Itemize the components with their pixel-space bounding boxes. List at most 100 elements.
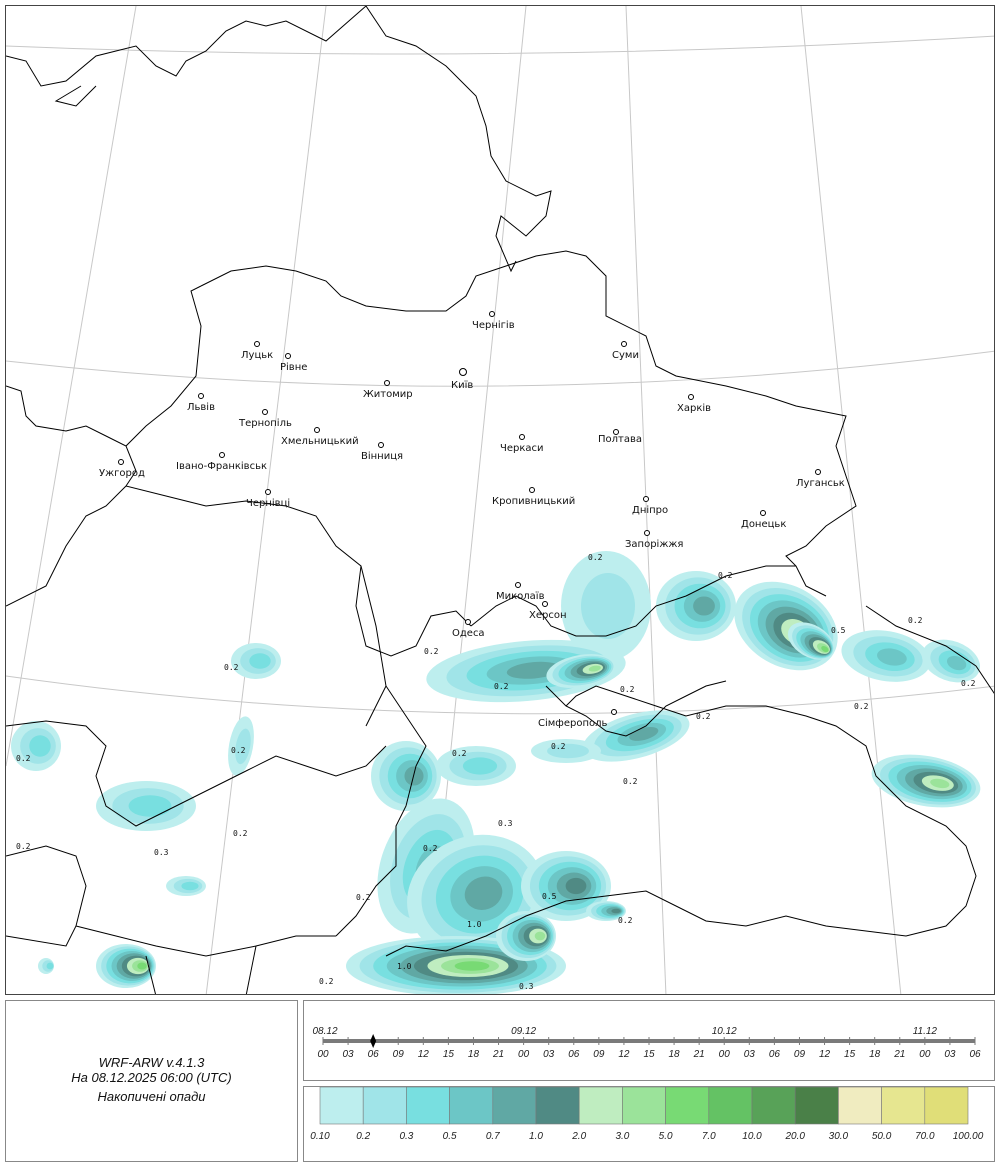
- timeline-hour[interactable]: 03: [543, 1049, 555, 1060]
- precip-contour: [137, 962, 147, 970]
- timeline-hour[interactable]: 18: [468, 1049, 480, 1060]
- contour-label: 0.2: [696, 712, 711, 721]
- timeline-hour[interactable]: 00: [919, 1049, 931, 1060]
- city-markers: Луцьк Рівне Львів Тернопіль Хмельницький Жито…: [99, 311, 845, 729]
- timeline-hour[interactable]: 21: [693, 1049, 705, 1060]
- contour-label: 0.2: [319, 977, 334, 986]
- legend-swatch: [708, 1086, 753, 1125]
- contour-label: 0.2: [233, 829, 248, 838]
- time-slider-panel: 00 03 06 09 12 15 18 21 00 03 06 09 12 15 18 21 00 03 06 09…: [303, 1000, 995, 1081]
- city-marker: [384, 380, 390, 386]
- legend-label: 0.2: [356, 1131, 370, 1142]
- timeline-hour[interactable]: 09: [393, 1049, 405, 1060]
- city-label: Миколаїв: [496, 591, 545, 602]
- timeline-hour[interactable]: 00: [518, 1049, 530, 1060]
- timeline-hour[interactable]: 15: [443, 1049, 455, 1060]
- city-marker: [219, 452, 225, 458]
- precip-contour: [588, 665, 601, 672]
- precip-contour: [581, 573, 635, 639]
- timeline-hour[interactable]: 06: [969, 1049, 981, 1060]
- timeline-hour[interactable]: 21: [893, 1049, 905, 1060]
- city-label: Чернівці: [246, 497, 290, 509]
- timeline-hour[interactable]: 18: [669, 1049, 681, 1060]
- city-label: Івано-Франківськ: [176, 460, 267, 472]
- model-version: WRF-ARW v.4.1.3: [98, 1055, 205, 1070]
- precip-contour: [693, 596, 715, 616]
- timeline-hour[interactable]: 00: [719, 1049, 731, 1060]
- contour-label: 0.2: [231, 746, 246, 755]
- timeline-hour[interactable]: 18: [869, 1049, 881, 1060]
- contour-label: 0.2: [854, 702, 869, 711]
- timeline-hour[interactable]: 09: [593, 1049, 605, 1060]
- precip-contour: [235, 728, 251, 765]
- timeline-date: 08.12: [312, 1026, 337, 1037]
- city-marker: [760, 510, 766, 516]
- timeline-date: 11.12: [913, 1026, 938, 1037]
- precip-contour: [565, 877, 587, 895]
- timeline-date: 10.12: [712, 1026, 737, 1037]
- timeline-hour[interactable]: 03: [343, 1049, 355, 1060]
- contour-label: 0.2: [452, 749, 467, 758]
- legend-swatch: [449, 1086, 494, 1125]
- precip-contour: [611, 908, 621, 914]
- timeline-hour[interactable]: 06: [368, 1049, 380, 1060]
- contour-label: 0.2: [623, 777, 638, 786]
- timeline-marker[interactable]: [370, 1034, 377, 1048]
- contour-label: 1.0: [397, 962, 412, 971]
- timeline-hour[interactable]: 03: [744, 1049, 756, 1060]
- legend-label: 20.0: [784, 1131, 805, 1142]
- contour-label: 0.3: [519, 982, 534, 991]
- legend-label: 2.0: [571, 1131, 586, 1142]
- legend-label: 30.0: [829, 1131, 849, 1142]
- city-label: Суми: [612, 350, 639, 361]
- city-label: Тернопіль: [238, 417, 292, 429]
- city-label: Вінниця: [361, 450, 403, 462]
- city-label: Сімферополь: [538, 717, 608, 729]
- timeline-hour[interactable]: 03: [944, 1049, 956, 1060]
- timeline-hour[interactable]: 06: [769, 1049, 781, 1060]
- contour-label: 0.2: [618, 916, 633, 925]
- timeline-hour[interactable]: 12: [618, 1049, 630, 1060]
- city-marker: [378, 442, 384, 448]
- legend-swatch: [881, 1086, 926, 1125]
- legend-swatch: [319, 1086, 364, 1125]
- city-label: Львів: [187, 401, 215, 413]
- contour-label: 0.3: [498, 819, 513, 828]
- timeline-hour[interactable]: 21: [492, 1049, 504, 1060]
- legend-label: 50.0: [872, 1131, 892, 1142]
- timeline-hour[interactable]: 15: [844, 1049, 856, 1060]
- legend-swatch: [665, 1086, 710, 1125]
- timeline-hour[interactable]: 09: [794, 1049, 806, 1060]
- timeline-date: 09.12: [511, 1026, 536, 1037]
- city-label: Дніпро: [632, 504, 668, 516]
- time-slider[interactable]: 00 03 06 09 12 15 18 21 00 03 06 09 12 15 18 21 00 03 06 09…: [304, 1001, 994, 1080]
- precip-contour: [534, 931, 546, 941]
- timeline-hour[interactable]: 15: [643, 1049, 655, 1060]
- city-marker: [285, 353, 291, 359]
- valid-time: На 08.12.2025 06:00 (UTC): [71, 1070, 232, 1085]
- city-label: Кропивницький: [492, 496, 575, 507]
- legend-label: 0.7: [486, 1131, 500, 1142]
- info-panel: WRF-ARW v.4.1.3 На 08.12.2025 06:00 (UTC…: [5, 1000, 298, 1162]
- precip-contour: [547, 743, 589, 759]
- contour-label: 0.2: [356, 893, 371, 902]
- city-marker: [262, 409, 268, 415]
- city-marker: [515, 582, 521, 588]
- contour-label: 0.2: [224, 663, 239, 672]
- map-canvas: Луцьк Рівне Львів Тернопіль Хмельницький Жито…: [6, 6, 994, 994]
- legend-label: 1.0: [529, 1131, 543, 1142]
- precipitation-map: Луцьк Рівне Львів Тернопіль Хмельницький Жито…: [5, 5, 995, 995]
- precip-contour: [128, 795, 172, 817]
- legend-swatch: [535, 1086, 580, 1125]
- legend-label: 7.0: [702, 1131, 716, 1142]
- contour-label: 0.2: [961, 679, 976, 688]
- timeline-hour[interactable]: 06: [568, 1049, 580, 1060]
- legend-swatch: [622, 1086, 666, 1125]
- precip-contour: [464, 876, 503, 910]
- timeline-hour[interactable]: 12: [819, 1049, 831, 1060]
- timeline-hour[interactable]: 00: [317, 1049, 329, 1060]
- city-label: Херсон: [529, 610, 567, 621]
- timeline-hour[interactable]: 12: [418, 1049, 430, 1060]
- city-label: Одеса: [452, 628, 485, 639]
- city-label: Луганськ: [796, 478, 845, 489]
